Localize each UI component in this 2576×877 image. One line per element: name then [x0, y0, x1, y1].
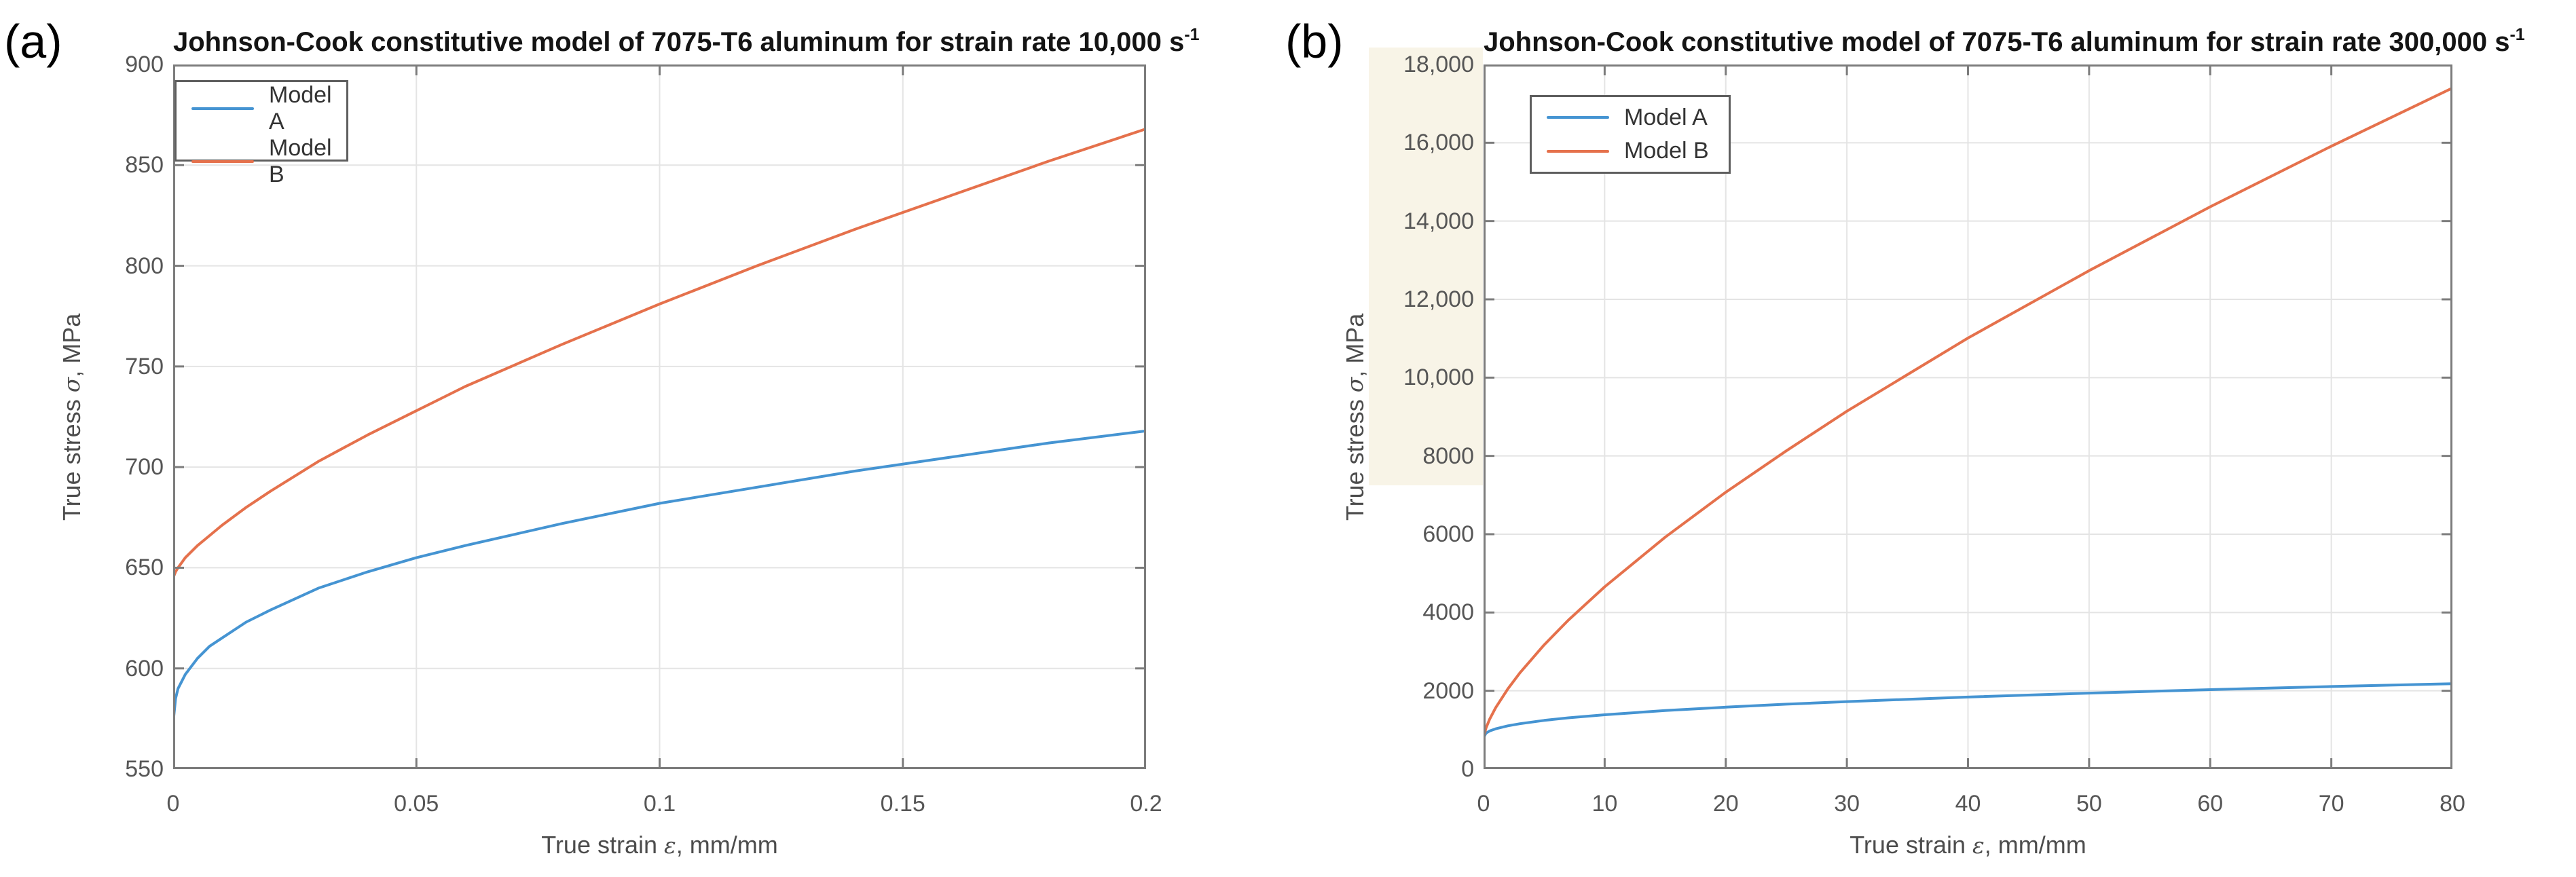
y-tick-label: 18,000 — [1403, 52, 1474, 77]
x-tick-label: 0.15 — [880, 791, 925, 817]
y-tick-label: 12,000 — [1403, 286, 1474, 312]
y-tick-label: 2000 — [1422, 677, 1474, 704]
legend-item-label: Model B — [269, 135, 332, 187]
y-tick-label: 550 — [125, 756, 164, 782]
x-tick-label: 50 — [2076, 791, 2102, 817]
chart-a-title-text: Johnson-Cook constitutive model of 7075-… — [173, 27, 1185, 57]
y-label-text: True stress — [1341, 392, 1369, 521]
legend-item: Model A — [191, 82, 346, 135]
y-tick-label: 8000 — [1422, 443, 1474, 469]
x-tick-label: 10 — [1591, 791, 1618, 817]
chart-a-title: Johnson-Cook constitutive model of 7075-… — [173, 19, 1199, 58]
sigma-symbol: σ — [1342, 377, 1368, 392]
y-tick-label: 16,000 — [1403, 130, 1474, 156]
x-tick-label: 20 — [1712, 791, 1739, 817]
legend-item-label: Model B — [1624, 138, 1709, 164]
y-tick-label: 0 — [1461, 756, 1474, 782]
series-line-model-b — [1482, 86, 2454, 739]
legend-item-label: Model A — [269, 82, 332, 134]
series-line-model-b — [172, 127, 1147, 580]
legend-item-label: Model A — [1624, 104, 1708, 130]
y-tick-label: 900 — [125, 52, 164, 77]
axes-box-border — [173, 64, 1146, 769]
y-tick-label: 650 — [125, 555, 164, 581]
scan-artifact-highlight — [1369, 48, 1483, 485]
x-tick-label: 80 — [2440, 791, 2465, 817]
x-label-unit: , mm/mm — [676, 831, 778, 859]
chart-b-title-text: Johnson-Cook constitutive model of 7075-… — [1484, 27, 2510, 57]
chart-b-plot-area — [1482, 63, 2454, 770]
y-tick-label: 700 — [125, 454, 164, 481]
y-tick-label: 10,000 — [1403, 365, 1474, 391]
x-tick-label: 0.05 — [394, 791, 439, 817]
x-tick-label: 70 — [2318, 791, 2344, 817]
x-tick-label: 40 — [1955, 791, 1981, 817]
chart-a-x-axis-label: True strain ε, mm/mm — [173, 831, 1146, 859]
legend-line-swatch — [1547, 116, 1609, 119]
legend-line-swatch — [191, 107, 254, 110]
legend-line-swatch — [1547, 149, 1609, 153]
panel-label-a: (a) — [4, 15, 62, 68]
chart-b-x-axis-label: True strain ε, mm/mm — [1484, 831, 2452, 859]
y-tick-label: 14,000 — [1403, 208, 1474, 234]
x-tick-label: 0 — [1477, 791, 1490, 817]
chart-b-y-axis-label: True stress σ, MPa — [1341, 64, 1372, 769]
chart-b-svg — [1482, 63, 2454, 770]
legend-line-swatch — [191, 160, 254, 163]
series-line-model-a — [1482, 682, 2454, 739]
y-label-unit: , MPa — [1341, 313, 1369, 377]
panel-label-b: (b) — [1285, 15, 1344, 68]
legend: Model A Model B — [174, 80, 348, 187]
y-tick-label: 850 — [125, 152, 164, 179]
x-tick-label: 0.1 — [643, 791, 676, 817]
legend-item: Model B — [191, 135, 346, 188]
x-label-text: True strain — [541, 831, 665, 859]
legend: Model A Model B — [1530, 95, 1731, 174]
epsilon-symbol: ε — [1972, 832, 1985, 859]
x-label-text: True strain — [1850, 831, 1973, 859]
axes-box-border — [1484, 64, 2452, 769]
y-tick-label: 4000 — [1422, 599, 1474, 626]
epsilon-symbol: ε — [664, 832, 676, 859]
legend-item: Model B — [1547, 138, 1729, 164]
y-tick-label: 750 — [125, 353, 164, 379]
y-tick-label: 600 — [125, 655, 164, 682]
x-tick-label: 0 — [166, 791, 180, 817]
x-tick-label: 30 — [1834, 791, 1860, 817]
x-tick-label: 0.2 — [1130, 791, 1162, 817]
y-tick-label: 800 — [125, 253, 164, 279]
chart-b-title: Johnson-Cook constitutive model of 7075-… — [1484, 19, 2525, 58]
legend-item: Model A — [1547, 105, 1729, 131]
x-label-unit: , mm/mm — [1984, 831, 2086, 859]
series-line-model-a — [172, 429, 1147, 724]
x-tick-label: 60 — [2197, 791, 2224, 817]
chart-b-title-exponent: -1 — [2509, 25, 2525, 44]
y-tick-label: 6000 — [1422, 521, 1474, 547]
chart-a-title-exponent: -1 — [1184, 25, 1200, 44]
